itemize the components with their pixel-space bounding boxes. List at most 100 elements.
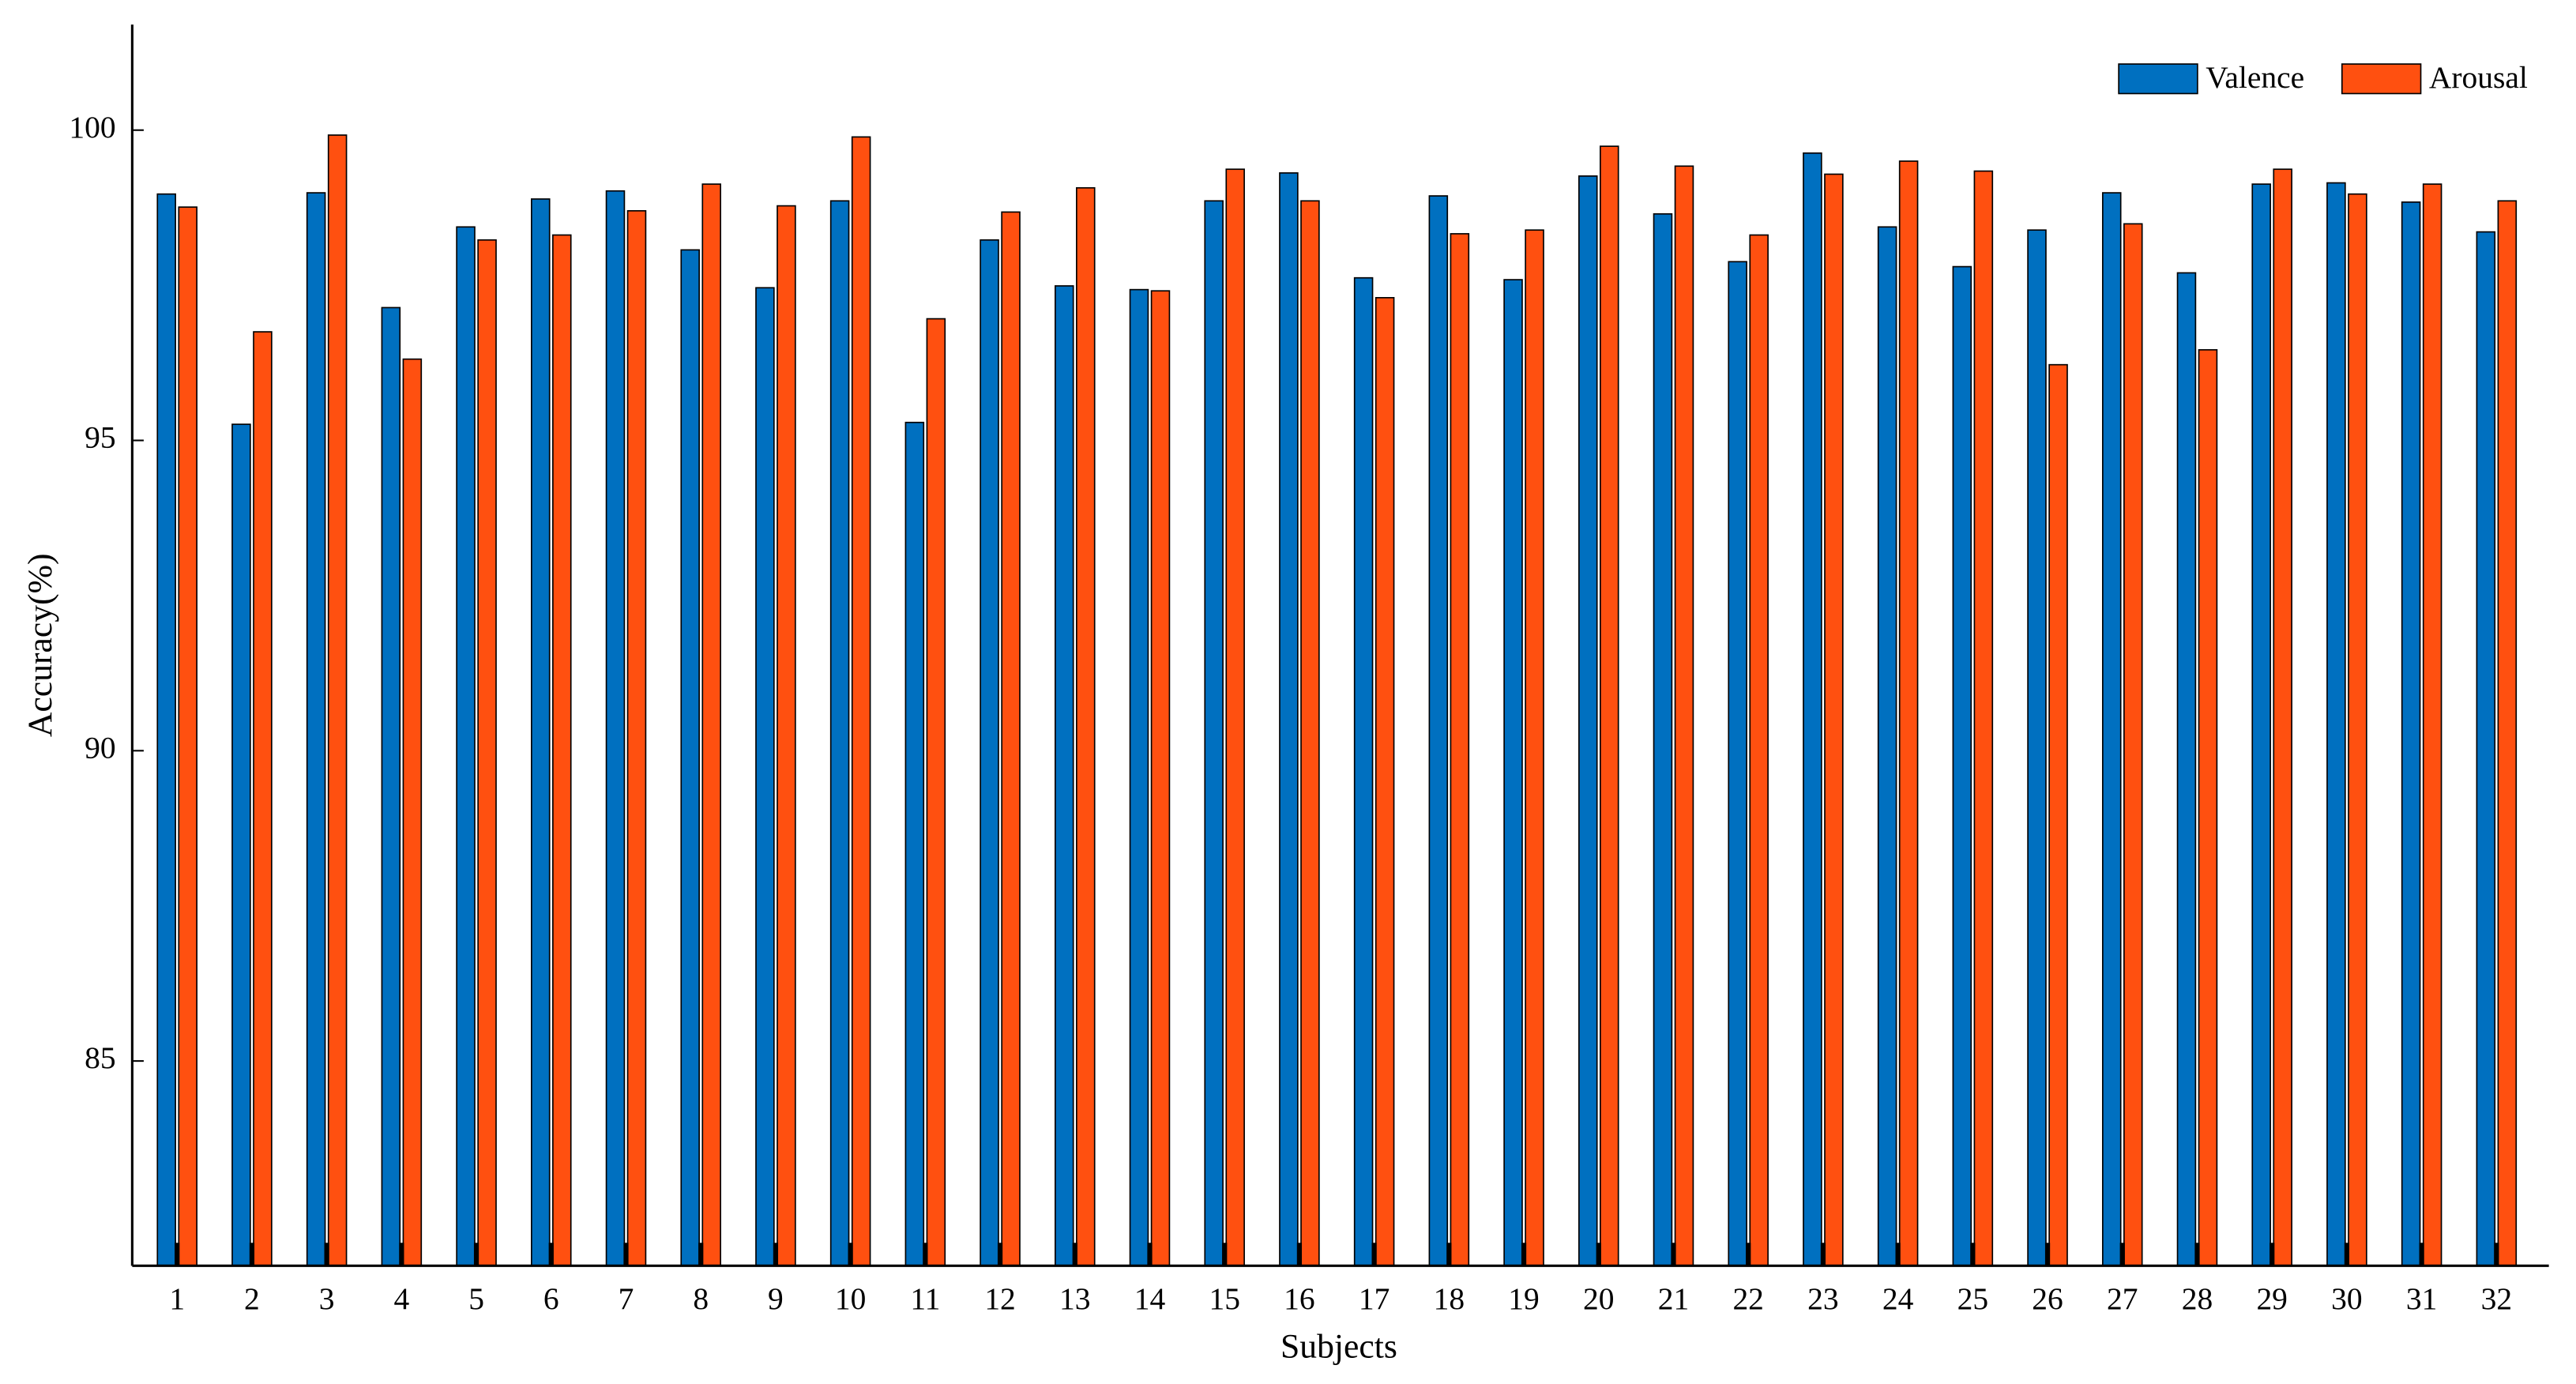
bar — [1898, 160, 1919, 1267]
bar — [2251, 183, 2271, 1267]
bar — [1503, 279, 1523, 1267]
x-tick-label: 10 — [835, 1281, 866, 1316]
y-tick-label: 95 — [85, 420, 115, 455]
bar — [2476, 231, 2496, 1267]
bar — [626, 210, 647, 1267]
bar — [1728, 261, 1747, 1267]
x-tick-label: 29 — [2256, 1281, 2287, 1316]
x-tick-label: 20 — [1583, 1281, 1614, 1316]
x-tick-label: 2 — [244, 1281, 260, 1316]
y-tick-label: 90 — [85, 730, 115, 765]
bar — [381, 307, 401, 1267]
bar — [2176, 272, 2197, 1267]
x-tick-label: 31 — [2406, 1281, 2437, 1316]
bar — [829, 200, 850, 1267]
bar — [156, 193, 176, 1267]
x-tick-label: 30 — [2331, 1281, 2362, 1316]
x-tick-label: 6 — [543, 1281, 559, 1316]
bar — [1749, 234, 1769, 1267]
bar — [1279, 172, 1299, 1267]
bar — [680, 249, 700, 1267]
x-tick-label: 18 — [1434, 1281, 1465, 1316]
x-tick-label: 22 — [1732, 1281, 1763, 1316]
bar — [1150, 290, 1171, 1267]
x-tick-label: 12 — [984, 1281, 1015, 1316]
x-tick-label: 8 — [693, 1281, 709, 1316]
bar — [306, 192, 326, 1267]
bar — [2326, 182, 2346, 1267]
bar — [1674, 165, 1694, 1267]
legend-swatch — [2118, 63, 2198, 95]
bar — [2422, 183, 2442, 1267]
x-tick-label: 14 — [1134, 1281, 1166, 1316]
x-tick-label: 3 — [319, 1281, 335, 1316]
bar — [1129, 288, 1149, 1267]
bar — [1973, 170, 1994, 1267]
bar — [1525, 229, 1544, 1267]
x-tick-label: 7 — [619, 1281, 634, 1316]
legend-label: Arousal — [2429, 60, 2528, 95]
x-tick-label: 4 — [393, 1281, 409, 1316]
x-axis-label: Subjects — [1280, 1327, 1397, 1365]
bar — [327, 134, 348, 1267]
bar — [926, 318, 946, 1267]
bar — [1877, 226, 1897, 1267]
bar — [851, 136, 871, 1267]
bar — [477, 239, 497, 1267]
bar — [231, 423, 251, 1267]
x-tick-label: 24 — [1882, 1281, 1914, 1316]
bar — [2348, 193, 2367, 1267]
bar — [2497, 200, 2518, 1267]
x-tick-label: 21 — [1658, 1281, 1689, 1316]
bar — [2101, 192, 2122, 1267]
x-tick-label: 27 — [2107, 1281, 2138, 1316]
bar — [1353, 276, 1374, 1267]
bar — [777, 205, 796, 1267]
bar — [2027, 229, 2047, 1267]
bar — [1225, 168, 1245, 1267]
legend-label: Valence — [2206, 60, 2304, 95]
x-tick-label: 32 — [2481, 1281, 2512, 1316]
bar — [2401, 201, 2421, 1267]
bar — [1055, 285, 1074, 1267]
x-tick-label: 23 — [1807, 1281, 1838, 1316]
x-tick-label: 16 — [1284, 1281, 1314, 1316]
bar — [1450, 233, 1470, 1267]
bar — [2198, 348, 2218, 1267]
bar — [904, 421, 925, 1267]
bar — [1803, 152, 1822, 1267]
bar — [402, 358, 423, 1267]
x-tick-label: 11 — [910, 1281, 940, 1316]
bar — [178, 206, 197, 1267]
bar — [1824, 173, 1844, 1267]
bar — [1952, 265, 1972, 1267]
bar — [605, 190, 626, 1267]
bar — [1001, 211, 1021, 1267]
bar — [552, 234, 572, 1267]
bar — [1204, 200, 1224, 1267]
y-tick-label: 85 — [85, 1040, 115, 1075]
bar — [1076, 186, 1096, 1267]
x-tick-label: 28 — [2182, 1281, 2213, 1316]
bar — [1600, 145, 1619, 1267]
bar — [531, 198, 551, 1267]
bar — [2048, 363, 2068, 1267]
bar — [1374, 297, 1395, 1267]
x-tick-label: 17 — [1359, 1281, 1390, 1316]
x-tick-label: 1 — [169, 1281, 185, 1316]
bar — [1300, 200, 1320, 1267]
bar — [1653, 212, 1673, 1267]
x-tick-label: 19 — [1508, 1281, 1539, 1316]
bar — [2273, 168, 2292, 1267]
y-axis-label: Accuracy(%) — [21, 554, 59, 738]
x-tick-label: 25 — [1957, 1281, 1988, 1316]
bar — [701, 183, 721, 1267]
bar — [1578, 175, 1598, 1267]
bar — [1428, 195, 1449, 1267]
bar — [253, 331, 273, 1267]
x-tick-label: 15 — [1209, 1281, 1239, 1316]
x-tick-label: 9 — [768, 1281, 784, 1316]
x-tick-label: 13 — [1059, 1281, 1090, 1316]
